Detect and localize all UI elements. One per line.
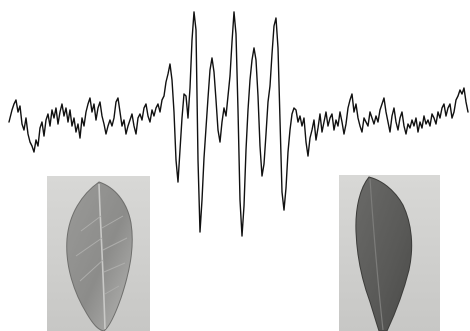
right-leaf-photo — [339, 175, 440, 331]
right-leaf-icon — [355, 176, 413, 331]
waveform-trace — [8, 11, 469, 237]
